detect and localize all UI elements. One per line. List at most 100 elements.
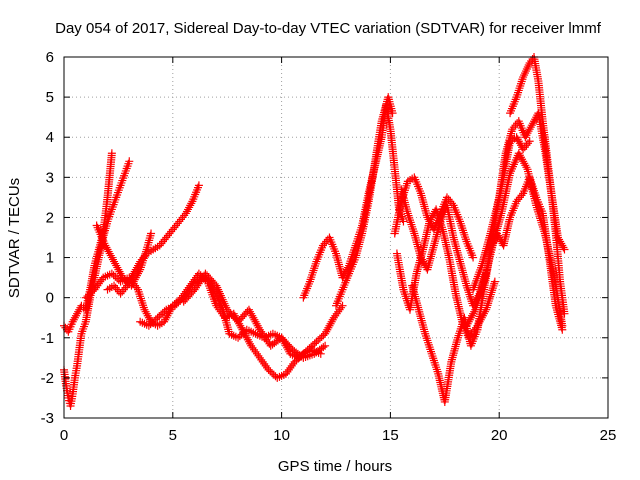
data-point-interp — [215, 289, 224, 298]
data-point — [125, 273, 134, 282]
data-point — [560, 245, 569, 254]
data-point-interp — [520, 143, 529, 152]
data-point-interp — [337, 303, 346, 312]
data-point-interp — [524, 61, 533, 70]
x-tick-label: 25 — [600, 427, 617, 444]
data-point-interp — [444, 195, 453, 204]
x-axis-label: GPS time / hours — [278, 458, 392, 475]
data-point-interp — [106, 251, 115, 260]
data-point — [514, 149, 523, 158]
data-point-interp — [531, 115, 540, 124]
data-point-interp — [163, 231, 172, 240]
data-point-interp — [133, 269, 142, 278]
data-point-interp — [264, 337, 272, 346]
data-point — [162, 233, 171, 242]
data-point-interp — [142, 309, 151, 318]
data-point-interp — [157, 239, 166, 248]
data-point — [110, 281, 119, 290]
data-point-interp — [116, 269, 125, 278]
data-point-interp — [94, 279, 103, 288]
data-point-interp — [173, 219, 182, 228]
data-point-interp — [446, 197, 455, 206]
data-point-interp — [114, 265, 123, 274]
data-point — [469, 253, 478, 262]
data-point-interp — [246, 339, 255, 348]
data-point-interp — [519, 157, 528, 166]
data-point-interp — [221, 301, 230, 310]
data-point-interp — [132, 271, 141, 280]
data-point-interp — [118, 287, 127, 296]
data-point-interp — [254, 351, 263, 360]
data-point-interp — [113, 263, 122, 272]
data-point-interp — [486, 292, 495, 301]
data-point-interp — [488, 286, 497, 295]
data-point — [519, 145, 528, 154]
data-point-interp — [104, 247, 113, 256]
series-arc-q — [462, 149, 567, 330]
data-point — [329, 313, 338, 322]
data-point-interp — [326, 319, 335, 328]
data-point-interp — [219, 297, 228, 306]
data-point-interp — [244, 337, 253, 346]
data-point-interp — [69, 315, 78, 324]
data-point-interp — [236, 321, 245, 330]
data-point-interp — [237, 323, 246, 332]
data-point-interp — [128, 277, 137, 286]
data-point-interp — [466, 313, 475, 322]
data-point-interp — [515, 151, 524, 160]
data-point — [194, 181, 203, 190]
data-point-interp — [217, 293, 226, 302]
series-arc-o — [506, 53, 569, 318]
data-point-interp — [322, 327, 331, 336]
series-arc-k — [397, 185, 491, 310]
data-point-interp — [218, 295, 227, 304]
y-tick-label: 3 — [46, 169, 54, 186]
data-point-interp — [260, 359, 269, 368]
data-point — [527, 121, 536, 130]
y-tick-label: 1 — [46, 250, 54, 267]
data-point-interp — [196, 277, 204, 286]
data-point-interp — [334, 307, 343, 316]
data-point-interp — [74, 307, 83, 316]
data-point-interp — [464, 317, 473, 326]
data-point-interp — [254, 323, 263, 332]
data-point-interp — [178, 213, 187, 222]
data-point-interp — [520, 159, 529, 168]
data-point-interp — [327, 317, 336, 326]
data-point-interp — [428, 211, 437, 220]
y-tick-label: 2 — [46, 209, 54, 226]
x-tick-label: 20 — [491, 427, 508, 444]
data-point-interp — [465, 315, 474, 324]
data-point-interp — [163, 311, 172, 320]
data-point-interp — [521, 161, 530, 170]
data-point-interp — [257, 327, 266, 336]
data-point-interp — [172, 221, 181, 230]
data-point-interp — [524, 139, 533, 148]
grid-lines — [64, 57, 608, 418]
data-point-interp — [259, 331, 268, 340]
y-tick-label: -3 — [41, 410, 54, 427]
data-point-interp — [213, 283, 222, 292]
data-point — [281, 369, 290, 378]
data-point-interp — [186, 201, 195, 210]
data-point-interp — [522, 65, 531, 74]
data-point-interp — [522, 141, 531, 150]
y-tick-label: -2 — [41, 370, 54, 387]
data-point-interp — [71, 311, 80, 320]
data-point — [512, 197, 521, 206]
series-arc-g — [179, 269, 330, 362]
data-point — [212, 281, 221, 290]
data-point-interp — [105, 249, 114, 258]
data-point-interp — [132, 283, 141, 292]
data-point-interp — [522, 163, 531, 172]
data-point-interp — [262, 335, 271, 344]
data-point-interp — [521, 67, 530, 76]
data-point-interp — [247, 309, 256, 318]
data-point — [425, 217, 434, 226]
data-point-interp — [328, 315, 337, 324]
data-point-interp — [258, 329, 267, 338]
data-point-interp — [335, 305, 344, 314]
data-point-interp — [514, 195, 523, 204]
data-point — [560, 309, 569, 318]
data-point-interp — [161, 315, 170, 324]
